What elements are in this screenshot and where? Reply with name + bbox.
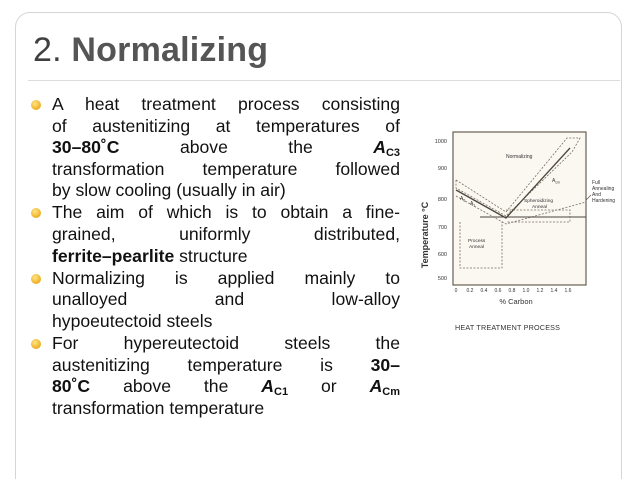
diagram-caption: HEAT TREATMENT PROCESS bbox=[455, 323, 561, 332]
heat-treatment-diagram: Temperature °C 1000 900 800 700 600 500 … bbox=[420, 131, 615, 306]
bullet-line: grained, uniformly distributed, bbox=[52, 224, 400, 245]
bullet-list: A heat treatment process consisting of a… bbox=[30, 94, 400, 420]
ac3-subscript: C3 bbox=[385, 147, 400, 160]
x-tick-label: 0.4 bbox=[481, 288, 488, 294]
bullet-line: The aim of which is to obtain a fine- bbox=[52, 202, 400, 223]
full-annealing-band bbox=[455, 195, 587, 225]
y-tick-label: 1000 bbox=[435, 139, 447, 145]
spheroidizing-region bbox=[506, 209, 571, 223]
bullet-line: hypoeutectoid steels bbox=[52, 310, 213, 331]
normalizing-label: Normalizing bbox=[506, 154, 533, 160]
a1-label: A1 bbox=[470, 201, 475, 208]
bullet-line: Normalizing is applied mainly to bbox=[52, 267, 400, 288]
bullet-item-hypereutectoid: For hypereutectoid steels the austenitiz… bbox=[30, 333, 400, 419]
temperature-range-end: 80˚C bbox=[52, 376, 91, 397]
x-tick-label: 1.2 bbox=[537, 288, 544, 294]
spheroidizing-label: Spheroidizing Anneal bbox=[524, 198, 553, 210]
y-tick-label: 600 bbox=[438, 252, 447, 258]
slide-frame bbox=[15, 12, 622, 479]
x-tick-label: 1.4 bbox=[551, 288, 558, 294]
y-tick-label: 500 bbox=[438, 276, 447, 282]
bullet-line: 30–80˚C above the AC3 bbox=[52, 137, 400, 159]
acm-subscript: Cm bbox=[382, 386, 401, 399]
bullet-dot-icon bbox=[31, 339, 41, 350]
y-tick-label: 900 bbox=[438, 166, 447, 172]
y-tick-label: 700 bbox=[438, 225, 447, 231]
bullet-line: For hypereutectoid steels the bbox=[52, 333, 400, 354]
bullet-dot-icon bbox=[31, 208, 41, 219]
bullet-line-text: austenitizing temperature is bbox=[52, 354, 371, 375]
bullet-line-text: or bbox=[321, 376, 337, 397]
x-tick-label: 0.2 bbox=[467, 288, 474, 294]
x-tick-label: 0 bbox=[455, 288, 458, 294]
x-tick-label: 0.6 bbox=[495, 288, 502, 294]
title-word: Normalizing bbox=[71, 31, 269, 69]
structure-term: ferrite–pearlite bbox=[52, 245, 175, 266]
a3-label: A3 bbox=[460, 196, 465, 203]
ac3-symbol: A bbox=[373, 137, 386, 158]
x-tick-label: 1.0 bbox=[523, 288, 530, 294]
y-axis-label: Temperature °C bbox=[420, 201, 430, 268]
bullet-line: unalloyed and low-alloy bbox=[52, 289, 400, 310]
ac1-symbol: A bbox=[261, 376, 275, 397]
acm-label: Acm bbox=[552, 178, 560, 185]
full-annealing-pointer bbox=[585, 194, 592, 201]
a3-acm-curve bbox=[455, 147, 571, 219]
bullet-line-text: above the bbox=[123, 376, 229, 397]
bullet-line: by slow cooling (usually in air) bbox=[52, 180, 286, 201]
bullet-line-text: structure bbox=[174, 245, 248, 266]
bullet-item-application: Normalizing is applied mainly to unalloy… bbox=[30, 268, 400, 333]
process-anneal-region bbox=[459, 222, 503, 269]
bullet-line: transformation temperature followed bbox=[52, 158, 400, 179]
bullet-line: of austenitizing at temperatures of bbox=[52, 115, 400, 136]
temperature-range-start: 30– bbox=[370, 354, 400, 375]
bullet-line: transformation temperature bbox=[52, 397, 265, 418]
bullet-line: 80˚C above the AC1 or ACm bbox=[52, 376, 400, 398]
x-tick-label: 0.8 bbox=[509, 288, 516, 294]
bullet-line: A heat treatment process consisting bbox=[52, 94, 400, 114]
acm-symbol: A bbox=[369, 376, 383, 397]
x-tick-label: 1.6 bbox=[565, 288, 572, 294]
bullet-line: ferrite–pearlite structure bbox=[52, 246, 400, 268]
bullet-item-definition: A heat treatment process consisting of a… bbox=[30, 94, 400, 202]
y-tick-label: 800 bbox=[438, 197, 447, 203]
full-annealing-label: Full Annealing And Hardening bbox=[592, 180, 615, 204]
bullet-item-aim: The aim of which is to obtain a fine- gr… bbox=[30, 202, 400, 267]
normalizing-region bbox=[455, 137, 581, 217]
bullet-dot-icon bbox=[31, 100, 41, 110]
x-axis-label: % Carbon bbox=[499, 297, 532, 306]
slide-title: 2. Normalizing bbox=[33, 31, 268, 70]
ac1-subscript: C1 bbox=[274, 386, 289, 399]
title-number: 2. bbox=[33, 31, 62, 69]
bullet-dot-icon bbox=[31, 273, 41, 284]
title-divider bbox=[28, 80, 620, 81]
process-anneal-label: Process Anneal bbox=[468, 238, 486, 250]
temperature-range: 30–80˚C bbox=[52, 137, 120, 158]
bullet-line: austenitizing temperature is 30– bbox=[52, 355, 400, 377]
bullet-line-text: above the bbox=[179, 137, 313, 158]
